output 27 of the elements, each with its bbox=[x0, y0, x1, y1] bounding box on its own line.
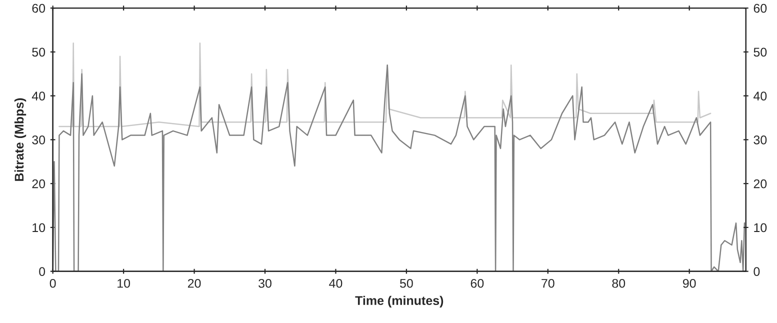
x-tick-label: 0 bbox=[50, 278, 56, 288]
y-tick-label: 30 bbox=[32, 136, 46, 144]
y-tick-label: 50 bbox=[32, 48, 46, 57]
y-tick-label: 0 bbox=[39, 267, 46, 276]
line-series bbox=[58, 42, 712, 128]
x-tick-label: 20 bbox=[188, 278, 201, 288]
y-tick-label: 60 bbox=[32, 4, 46, 13]
x-tick-label: 70 bbox=[542, 278, 554, 288]
x-tick-label: 60 bbox=[470, 278, 484, 288]
y2-tick-label: 50 bbox=[754, 48, 767, 57]
x-axis-title: Time (minutes) bbox=[355, 296, 444, 308]
y2-tick-label: 30 bbox=[754, 136, 767, 144]
y2-tick-label: 40 bbox=[754, 92, 767, 100]
x-tick-label: 50 bbox=[400, 278, 413, 288]
x-tick-label: 90 bbox=[682, 278, 696, 288]
x-tick-label: 10 bbox=[118, 278, 130, 288]
y-tick-label: 10 bbox=[32, 223, 46, 232]
y2-tick-label: 10 bbox=[754, 223, 767, 232]
y2-tick-label: 0 bbox=[754, 267, 760, 276]
y-axis-title: Bitrate (Mbps) bbox=[14, 98, 26, 181]
x-tick-label: 80 bbox=[612, 278, 626, 288]
y2-tick-label: 60 bbox=[754, 4, 767, 13]
y2-tick-label: 20 bbox=[754, 179, 767, 188]
x-tick-label: 30 bbox=[258, 278, 272, 288]
y-tick-label: 20 bbox=[32, 179, 46, 188]
y-tick-label: 40 bbox=[32, 92, 46, 100]
x-tick-label: 40 bbox=[329, 278, 342, 288]
